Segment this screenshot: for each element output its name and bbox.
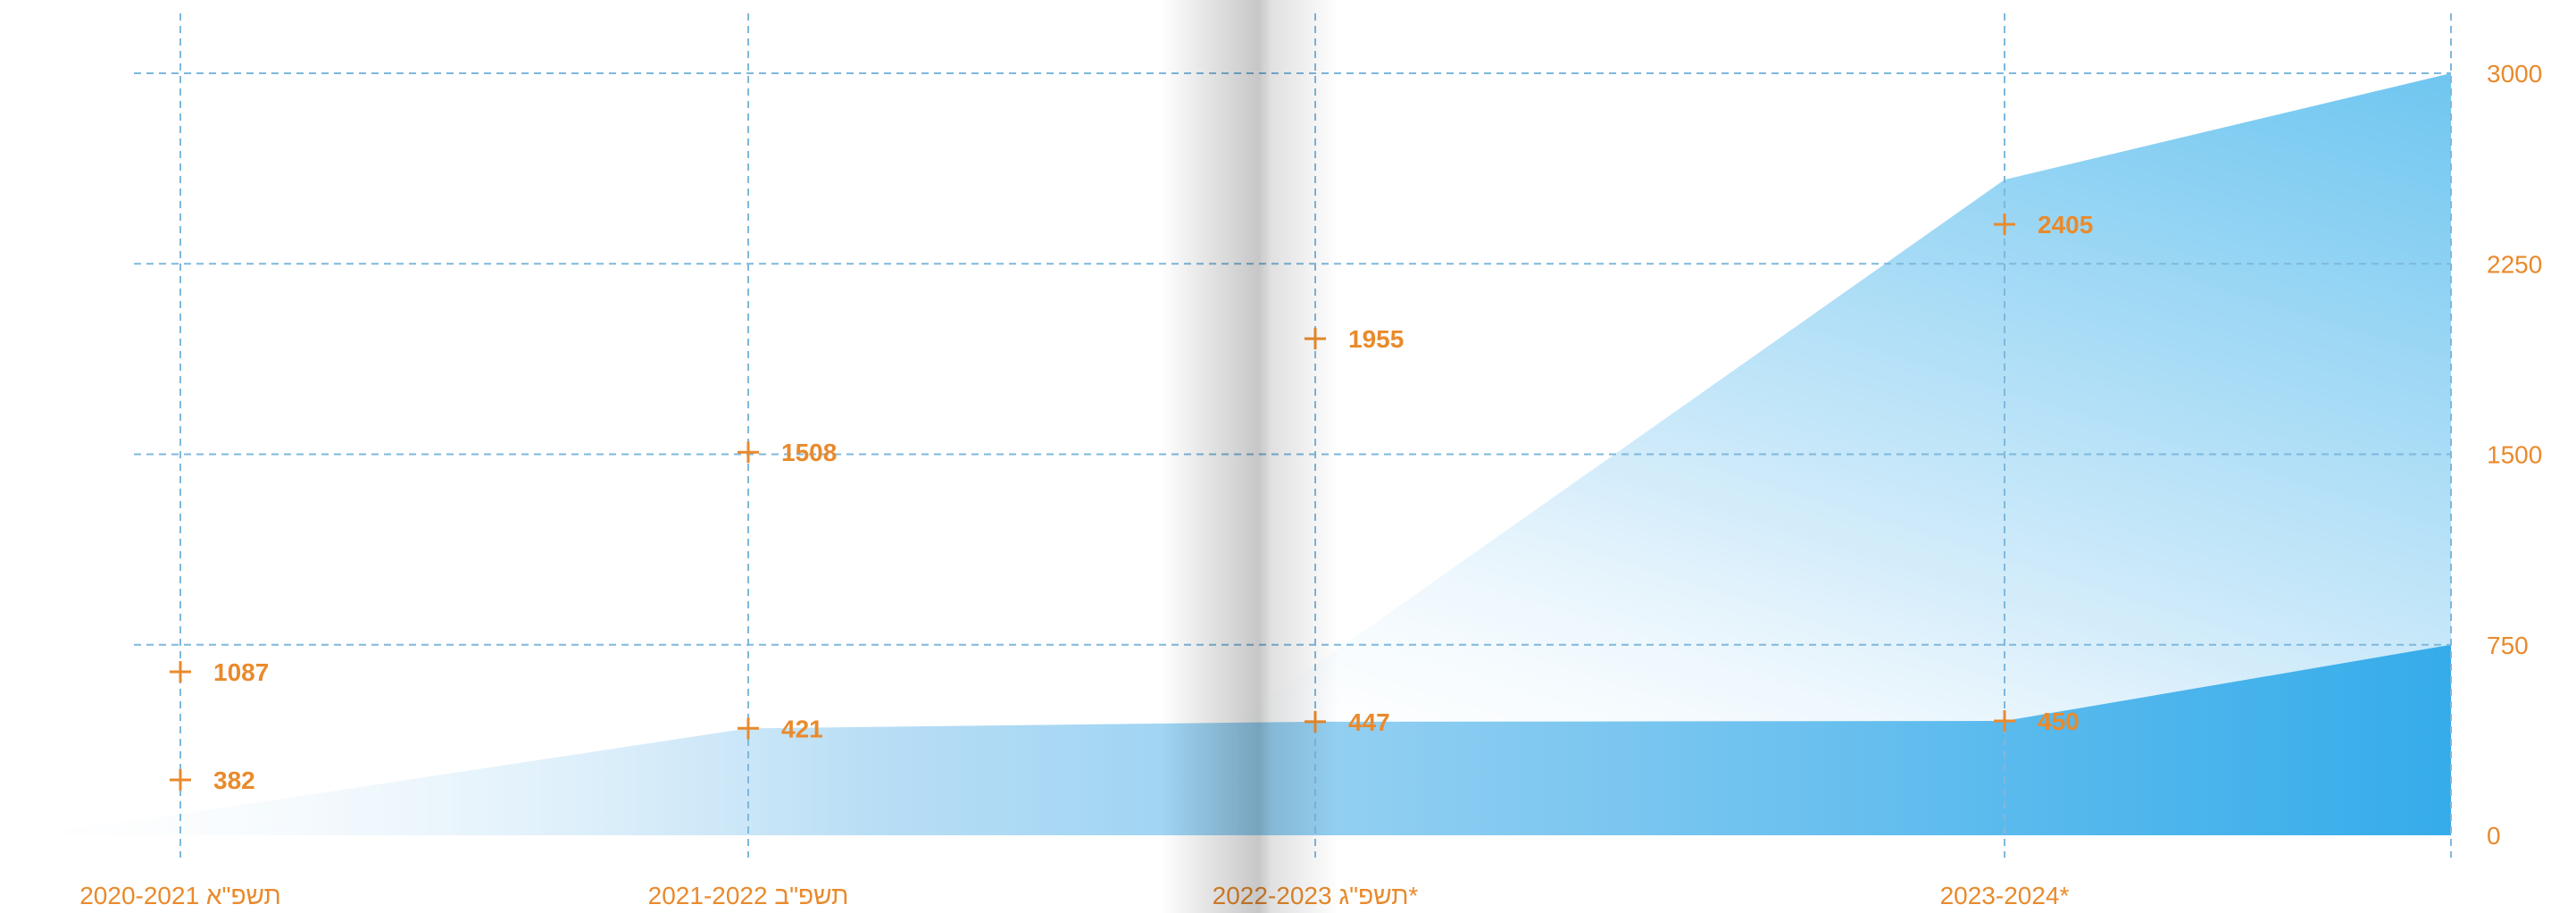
x-axis-categories: תשפ"א 2020-2021 תשפ"ב 2021-2022 *תשפ"ג 202… [79,882,2069,909]
data-label: 421 [781,715,823,742]
x-category-label: 2023-2024* [1940,882,2070,909]
data-label: 447 [1348,708,1390,736]
data-labels: 1087 1508 1955 2405 382 421 447 450 [213,211,2093,794]
horizontal-gridlines [134,72,2451,646]
y-tick-label: 2250 [2487,250,2542,278]
y-tick-label: 1500 [2487,441,2542,469]
y-tick-label: 750 [2487,632,2529,659]
y-tick-label: 0 [2487,822,2501,850]
x-category-label: תשפ"ב 2021-2022 [648,882,849,909]
data-label: 382 [213,766,255,794]
data-label: 2405 [2038,211,2093,239]
page-fold-shadow [1161,0,1339,913]
data-label: 1087 [213,658,269,686]
y-axis-ticks: 0 750 1500 2250 3000 [2487,60,2542,850]
data-label: 450 [2038,708,2080,735]
upper-area [18,73,2451,835]
data-label: 1955 [1348,325,1404,353]
y-tick-label: 3000 [2487,60,2542,88]
x-category-label: תשפ"א 2020-2021 [79,882,281,909]
data-label: 1508 [781,439,837,466]
